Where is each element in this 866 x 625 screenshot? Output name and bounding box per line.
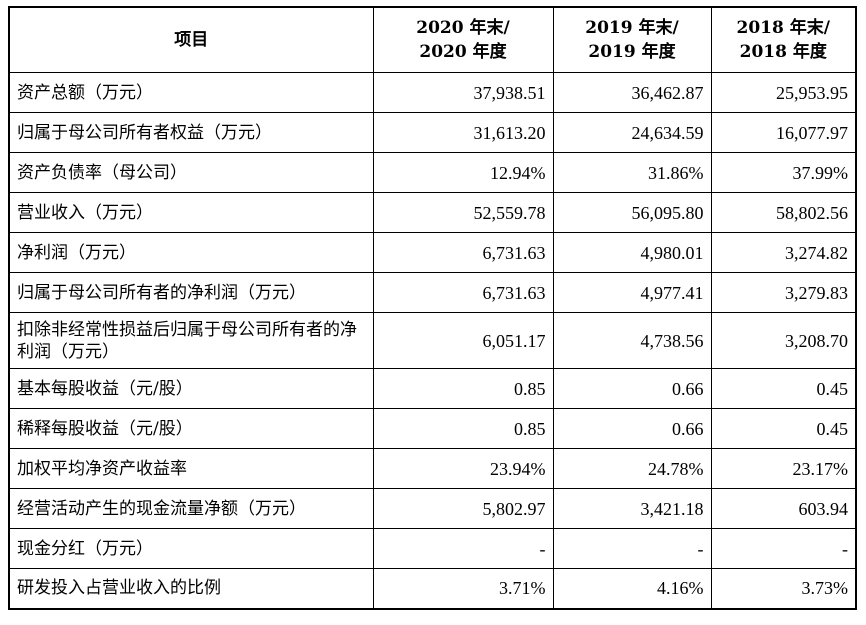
value-2020: -	[372, 528, 554, 569]
row-label: 基本每股收益（元/股）	[8, 368, 374, 409]
row-label: 资产总额（万元）	[8, 72, 374, 113]
value-2018: 3,279.83	[710, 272, 857, 313]
value-2018: 3,208.70	[710, 312, 857, 369]
value-2020: 37,938.51	[372, 72, 554, 113]
header-2019: 2019 年末/2019 年度	[552, 6, 712, 73]
value-2020: 0.85	[372, 408, 554, 449]
table-header-row: 项目 2020 年末/2020 年度 2019 年末/2019 年度 2018 …	[8, 6, 857, 73]
value-2019: 56,095.80	[552, 192, 712, 233]
value-2019: 4,980.01	[552, 232, 712, 273]
table-row: 现金分红（万元） - - -	[8, 528, 857, 569]
value-2019: 0.66	[552, 368, 712, 409]
value-2019: -	[552, 528, 712, 569]
table-row: 净利润（万元） 6,731.63 4,980.01 3,274.82	[8, 232, 857, 273]
table-row: 归属于母公司所有者权益（万元） 31,613.20 24,634.59 16,0…	[8, 112, 857, 153]
table-row: 扣除非经常性损益后归属于母公司所有者的净利润（万元） 6,051.17 4,73…	[8, 312, 857, 369]
value-2019: 36,462.87	[552, 72, 712, 113]
value-2019: 4,738.56	[552, 312, 712, 369]
table-row: 归属于母公司所有者的净利润（万元） 6,731.63 4,977.41 3,27…	[8, 272, 857, 313]
value-2019: 3,421.18	[552, 488, 712, 529]
table-row: 基本每股收益（元/股） 0.85 0.66 0.45	[8, 368, 857, 409]
value-2019: 24.78%	[552, 448, 712, 489]
value-2018: 3,274.82	[710, 232, 857, 273]
row-label: 研发投入占营业收入的比例	[8, 568, 374, 609]
row-label: 加权平均净资产收益率	[8, 448, 374, 489]
table-row: 资产总额（万元） 37,938.51 36,462.87 25,953.95	[8, 72, 857, 113]
row-label: 归属于母公司所有者权益（万元）	[8, 112, 374, 153]
value-2018: 0.45	[710, 408, 857, 449]
value-2020: 12.94%	[372, 152, 554, 193]
value-2019: 0.66	[552, 408, 712, 449]
value-2018: 16,077.97	[710, 112, 857, 153]
row-label: 稀释每股收益（元/股）	[8, 408, 374, 449]
value-2019: 31.86%	[552, 152, 712, 193]
value-2020: 6,731.63	[372, 272, 554, 313]
value-2018: 37.99%	[710, 152, 857, 193]
row-label: 现金分红（万元）	[8, 528, 374, 569]
value-2019: 24,634.59	[552, 112, 712, 153]
value-2020: 23.94%	[372, 448, 554, 489]
value-2020: 31,613.20	[372, 112, 554, 153]
table-row: 加权平均净资产收益率 23.94% 24.78% 23.17%	[8, 448, 857, 489]
value-2020: 3.71%	[372, 568, 554, 609]
header-item: 项目	[8, 6, 374, 73]
table-row: 经营活动产生的现金流量净额（万元） 5,802.97 3,421.18 603.…	[8, 488, 857, 529]
row-label: 资产负债率（母公司）	[8, 152, 374, 193]
value-2019: 4,977.41	[552, 272, 712, 313]
table-row: 资产负债率（母公司） 12.94% 31.86% 37.99%	[8, 152, 857, 193]
value-2018: 3.73%	[710, 568, 857, 609]
value-2018: 23.17%	[710, 448, 857, 489]
value-2018: -	[710, 528, 857, 569]
row-label: 净利润（万元）	[8, 232, 374, 273]
row-label: 归属于母公司所有者的净利润（万元）	[8, 272, 374, 313]
value-2020: 0.85	[372, 368, 554, 409]
value-2018: 0.45	[710, 368, 857, 409]
value-2020: 5,802.97	[372, 488, 554, 529]
row-label: 扣除非经常性损益后归属于母公司所有者的净利润（万元）	[8, 312, 374, 369]
value-2020: 6,731.63	[372, 232, 554, 273]
financial-summary-table: 项目 2020 年末/2020 年度 2019 年末/2019 年度 2018 …	[8, 6, 857, 610]
value-2020: 52,559.78	[372, 192, 554, 233]
table-row: 营业收入（万元） 52,559.78 56,095.80 58,802.56	[8, 192, 857, 233]
financial-table-container: 项目 2020 年末/2020 年度 2019 年末/2019 年度 2018 …	[8, 6, 857, 610]
row-label: 经营活动产生的现金流量净额（万元）	[8, 488, 374, 529]
value-2018: 25,953.95	[710, 72, 857, 113]
header-2020: 2020 年末/2020 年度	[372, 6, 554, 73]
value-2018: 58,802.56	[710, 192, 857, 233]
header-2018: 2018 年末/2018 年度	[710, 6, 857, 73]
value-2020: 6,051.17	[372, 312, 554, 369]
table-row: 研发投入占营业收入的比例 3.71% 4.16% 3.73%	[8, 568, 857, 609]
row-label: 营业收入（万元）	[8, 192, 374, 233]
value-2018: 603.94	[710, 488, 857, 529]
table-row: 稀释每股收益（元/股） 0.85 0.66 0.45	[8, 408, 857, 449]
value-2019: 4.16%	[552, 568, 712, 609]
